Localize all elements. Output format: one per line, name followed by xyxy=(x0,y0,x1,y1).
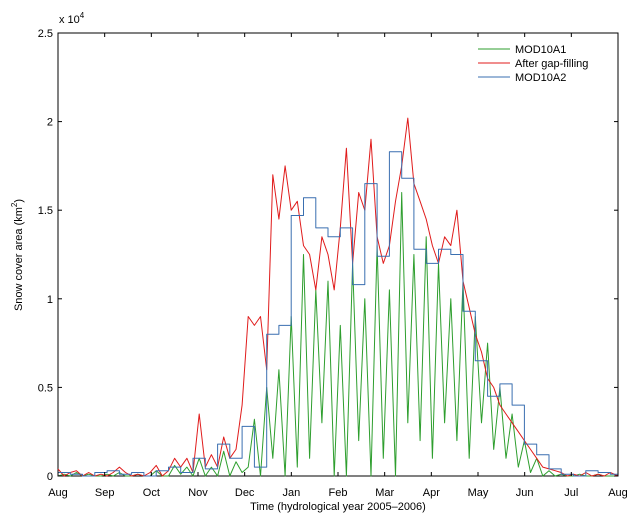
y-axis-title-sup: 2 xyxy=(10,202,19,207)
x-tick-label: Dec xyxy=(235,487,255,499)
legend-label: MOD10A2 xyxy=(515,72,566,84)
y-multiplier-exponent: 4 xyxy=(80,11,85,20)
x-tick-label: Feb xyxy=(329,487,348,499)
x-tick-label: Jan xyxy=(282,487,300,499)
series-line-mod10a2 xyxy=(58,151,618,477)
y-tick-label: 0.5 xyxy=(38,382,53,394)
y-tick-label: 1.5 xyxy=(38,205,53,217)
legend-label: MOD10A1 xyxy=(515,44,566,56)
series-line-after-gap-filling xyxy=(57,117,619,477)
y-axis-title: Snow cover area (km2) xyxy=(10,199,25,311)
y-tick-label: 2.5 xyxy=(38,28,53,40)
x-tick-label: May xyxy=(468,487,489,499)
y-axis-title-main: Snow cover area (km xyxy=(13,207,25,311)
legend: MOD10A1 After gap-filling MOD10A2 xyxy=(478,44,588,84)
y-multiplier-base: x 10 xyxy=(59,14,80,26)
legend-label: After gap-filling xyxy=(515,58,588,70)
y-axis-multiplier: x 104 xyxy=(59,11,85,26)
y-tick-label: 1 xyxy=(47,294,53,306)
x-axis-title: Time (hydrological year 2005–2006) xyxy=(250,501,426,513)
x-tick-label: Jun xyxy=(516,487,534,499)
y-tick-label: 0 xyxy=(47,471,53,483)
y-axis-title-tail: ) xyxy=(13,199,25,203)
x-tick-label: Mar xyxy=(375,487,394,499)
x-tick-label: Aug xyxy=(48,487,68,499)
y-tick-label: 2 xyxy=(47,117,53,129)
x-tick-label: Sep xyxy=(95,487,115,499)
x-tick-label: Oct xyxy=(143,487,160,499)
x-tick-label: Aug xyxy=(608,487,628,499)
y-axis-ticks: 0 0.5 1 1.5 2 2.5 xyxy=(38,28,618,483)
x-tick-label: Apr xyxy=(423,487,440,499)
x-tick-label: Nov xyxy=(188,487,208,499)
x-axis-ticks: Aug Sep Oct Nov Dec Jan Feb Mar Apr May Jun Jul Aug xyxy=(48,33,628,499)
x-tick-label: Jul xyxy=(564,487,578,499)
